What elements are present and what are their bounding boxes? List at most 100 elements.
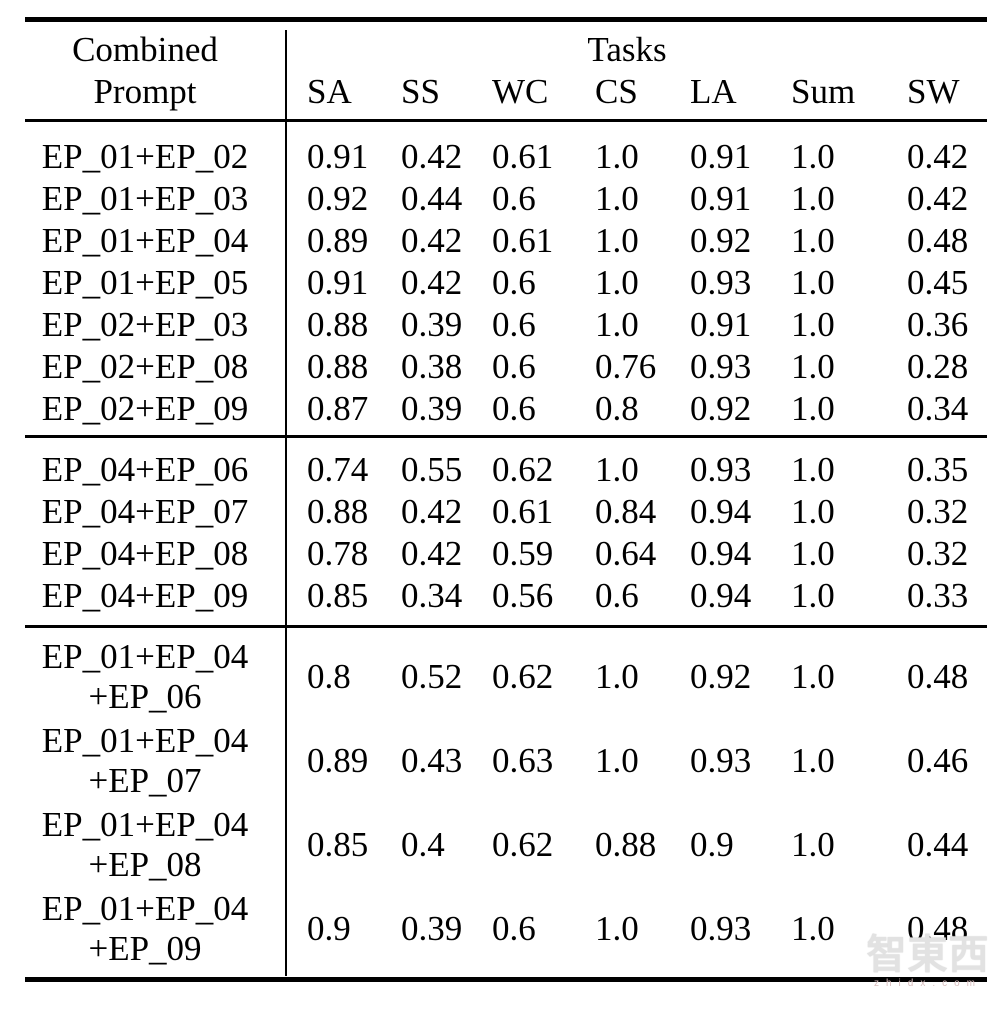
cell-la: 0.9 [690,825,734,864]
row-label: EP_04+EP_09 [41,576,249,615]
table-row: EP_01+EP_03 0.92 0.44 0.6 1.0 0.91 1.0 0… [0,178,1000,220]
cell-la: 0.92 [690,389,752,428]
group2-separator-rule [25,625,987,628]
cell-sum: 1.0 [791,347,835,386]
cell-sw: 0.32 [907,492,969,531]
cell-ss: 0.55 [401,450,463,489]
row-label: EP_02+EP_09 [41,389,249,428]
cell-sw: 0.34 [907,389,969,428]
column-header-cs: CS [595,72,638,111]
row-label: EP_01+EP_04 +EP_08 [10,803,280,887]
cell-wc: 0.6 [492,389,536,428]
row-label: EP_01+EP_04 +EP_09 [10,887,280,971]
cell-wc: 0.62 [492,657,554,696]
table-row: EP_04+EP_09 0.85 0.34 0.56 0.6 0.94 1.0 … [0,575,1000,617]
cell-ss: 0.42 [401,137,463,176]
header-row-1: Combined Tasks [0,29,1000,71]
cell-cs: 1.0 [595,909,639,948]
cell-sw: 0.36 [907,305,969,344]
cell-cs: 1.0 [595,263,639,302]
table-group-1: EP_01+EP_02 0.91 0.42 0.61 1.0 0.91 1.0 … [0,136,1000,430]
cell-cs: 1.0 [595,221,639,260]
cell-sa: 0.88 [307,492,369,531]
table-row: EP_01+EP_04 +EP_09 0.9 0.39 0.6 1.0 0.93… [0,887,1000,971]
cell-sum: 1.0 [791,179,835,218]
row-label-line2: +EP_09 [88,929,202,968]
table-row: EP_04+EP_06 0.74 0.55 0.62 1.0 0.93 1.0 … [0,449,1000,491]
cell-sum: 1.0 [791,389,835,428]
cell-sa: 0.85 [307,825,369,864]
cell-sw: 0.28 [907,347,969,386]
cell-ss: 0.42 [401,534,463,573]
tasks-group-label: Tasks [587,30,667,69]
cell-ss: 0.43 [401,741,463,780]
table-group-3: EP_01+EP_04 +EP_06 0.8 0.52 0.62 1.0 0.9… [0,635,1000,971]
cell-sa: 0.85 [307,576,369,615]
row-label-line2: +EP_08 [88,845,202,884]
cell-la: 0.91 [690,305,752,344]
table-header: Combined Tasks Prompt SA SS WC CS LA Sum… [0,0,1000,113]
column-divider-line [285,30,287,976]
cell-la: 0.92 [690,221,752,260]
row-label-line1: EP_01+EP_04 [41,637,249,676]
row-label-line2: +EP_07 [88,761,202,800]
row-label-line1: EP_01+EP_04 [41,805,249,844]
cell-cs: 0.6 [595,576,639,615]
row-label: EP_02+EP_03 [41,305,249,344]
row-label: EP_01+EP_02 [41,137,249,176]
cell-ss: 0.44 [401,179,463,218]
row-label-line1: EP_01+EP_04 [41,889,249,928]
row-label: EP_04+EP_07 [41,492,249,531]
cell-la: 0.93 [690,741,752,780]
row-label: EP_01+EP_04 [41,221,249,260]
cell-sa: 0.89 [307,741,369,780]
cell-sa: 0.87 [307,389,369,428]
cell-cs: 0.84 [595,492,657,531]
table-top-rule [25,17,987,22]
cell-la: 0.94 [690,534,752,573]
cell-wc: 0.6 [492,263,536,302]
table-bottom-rule [25,977,987,982]
cell-la: 0.93 [690,347,752,386]
watermark: 智東西 zhidx.com [858,933,998,991]
cell-wc: 0.56 [492,576,554,615]
cell-la: 0.93 [690,263,752,302]
row-label: EP_04+EP_08 [41,534,249,573]
cell-sw: 0.48 [907,657,969,696]
cell-sum: 1.0 [791,825,835,864]
cell-cs: 0.8 [595,389,639,428]
combined-prompt-label-line1: Combined [72,30,218,69]
column-header-ss: SS [401,72,440,111]
table-row: EP_01+EP_04 +EP_06 0.8 0.52 0.62 1.0 0.9… [0,635,1000,719]
header-separator-rule [25,119,987,122]
cell-sum: 1.0 [791,450,835,489]
cell-ss: 0.42 [401,221,463,260]
cell-sw: 0.35 [907,450,969,489]
table-group-2: EP_04+EP_06 0.74 0.55 0.62 1.0 0.93 1.0 … [0,449,1000,617]
row-label: EP_04+EP_06 [41,450,249,489]
cell-sa: 0.74 [307,450,369,489]
table-row: EP_02+EP_09 0.87 0.39 0.6 0.8 0.92 1.0 0… [0,388,1000,430]
table-row: EP_04+EP_07 0.88 0.42 0.61 0.84 0.94 1.0… [0,491,1000,533]
cell-la: 0.93 [690,909,752,948]
cell-cs: 1.0 [595,741,639,780]
header-row-2: Prompt SA SS WC CS LA Sum SW [0,71,1000,113]
cell-sa: 0.92 [307,179,369,218]
cell-wc: 0.6 [492,305,536,344]
table-row: EP_02+EP_08 0.88 0.38 0.6 0.76 0.93 1.0 … [0,346,1000,388]
cell-sum: 1.0 [791,909,835,948]
row-label-line1: EP_01+EP_04 [41,721,249,760]
cell-sum: 1.0 [791,263,835,302]
cell-la: 0.91 [690,137,752,176]
cell-cs: 1.0 [595,657,639,696]
cell-sw: 0.44 [907,825,969,864]
combined-prompt-label-line2: Prompt [93,72,197,111]
cell-wc: 0.63 [492,741,554,780]
cell-la: 0.93 [690,450,752,489]
cell-sw: 0.48 [907,221,969,260]
cell-ss: 0.42 [401,263,463,302]
cell-cs: 1.0 [595,450,639,489]
table-row: EP_01+EP_02 0.91 0.42 0.61 1.0 0.91 1.0 … [0,136,1000,178]
column-header-sum: Sum [791,72,856,111]
watermark-url-text: zhidx.com [873,978,982,989]
